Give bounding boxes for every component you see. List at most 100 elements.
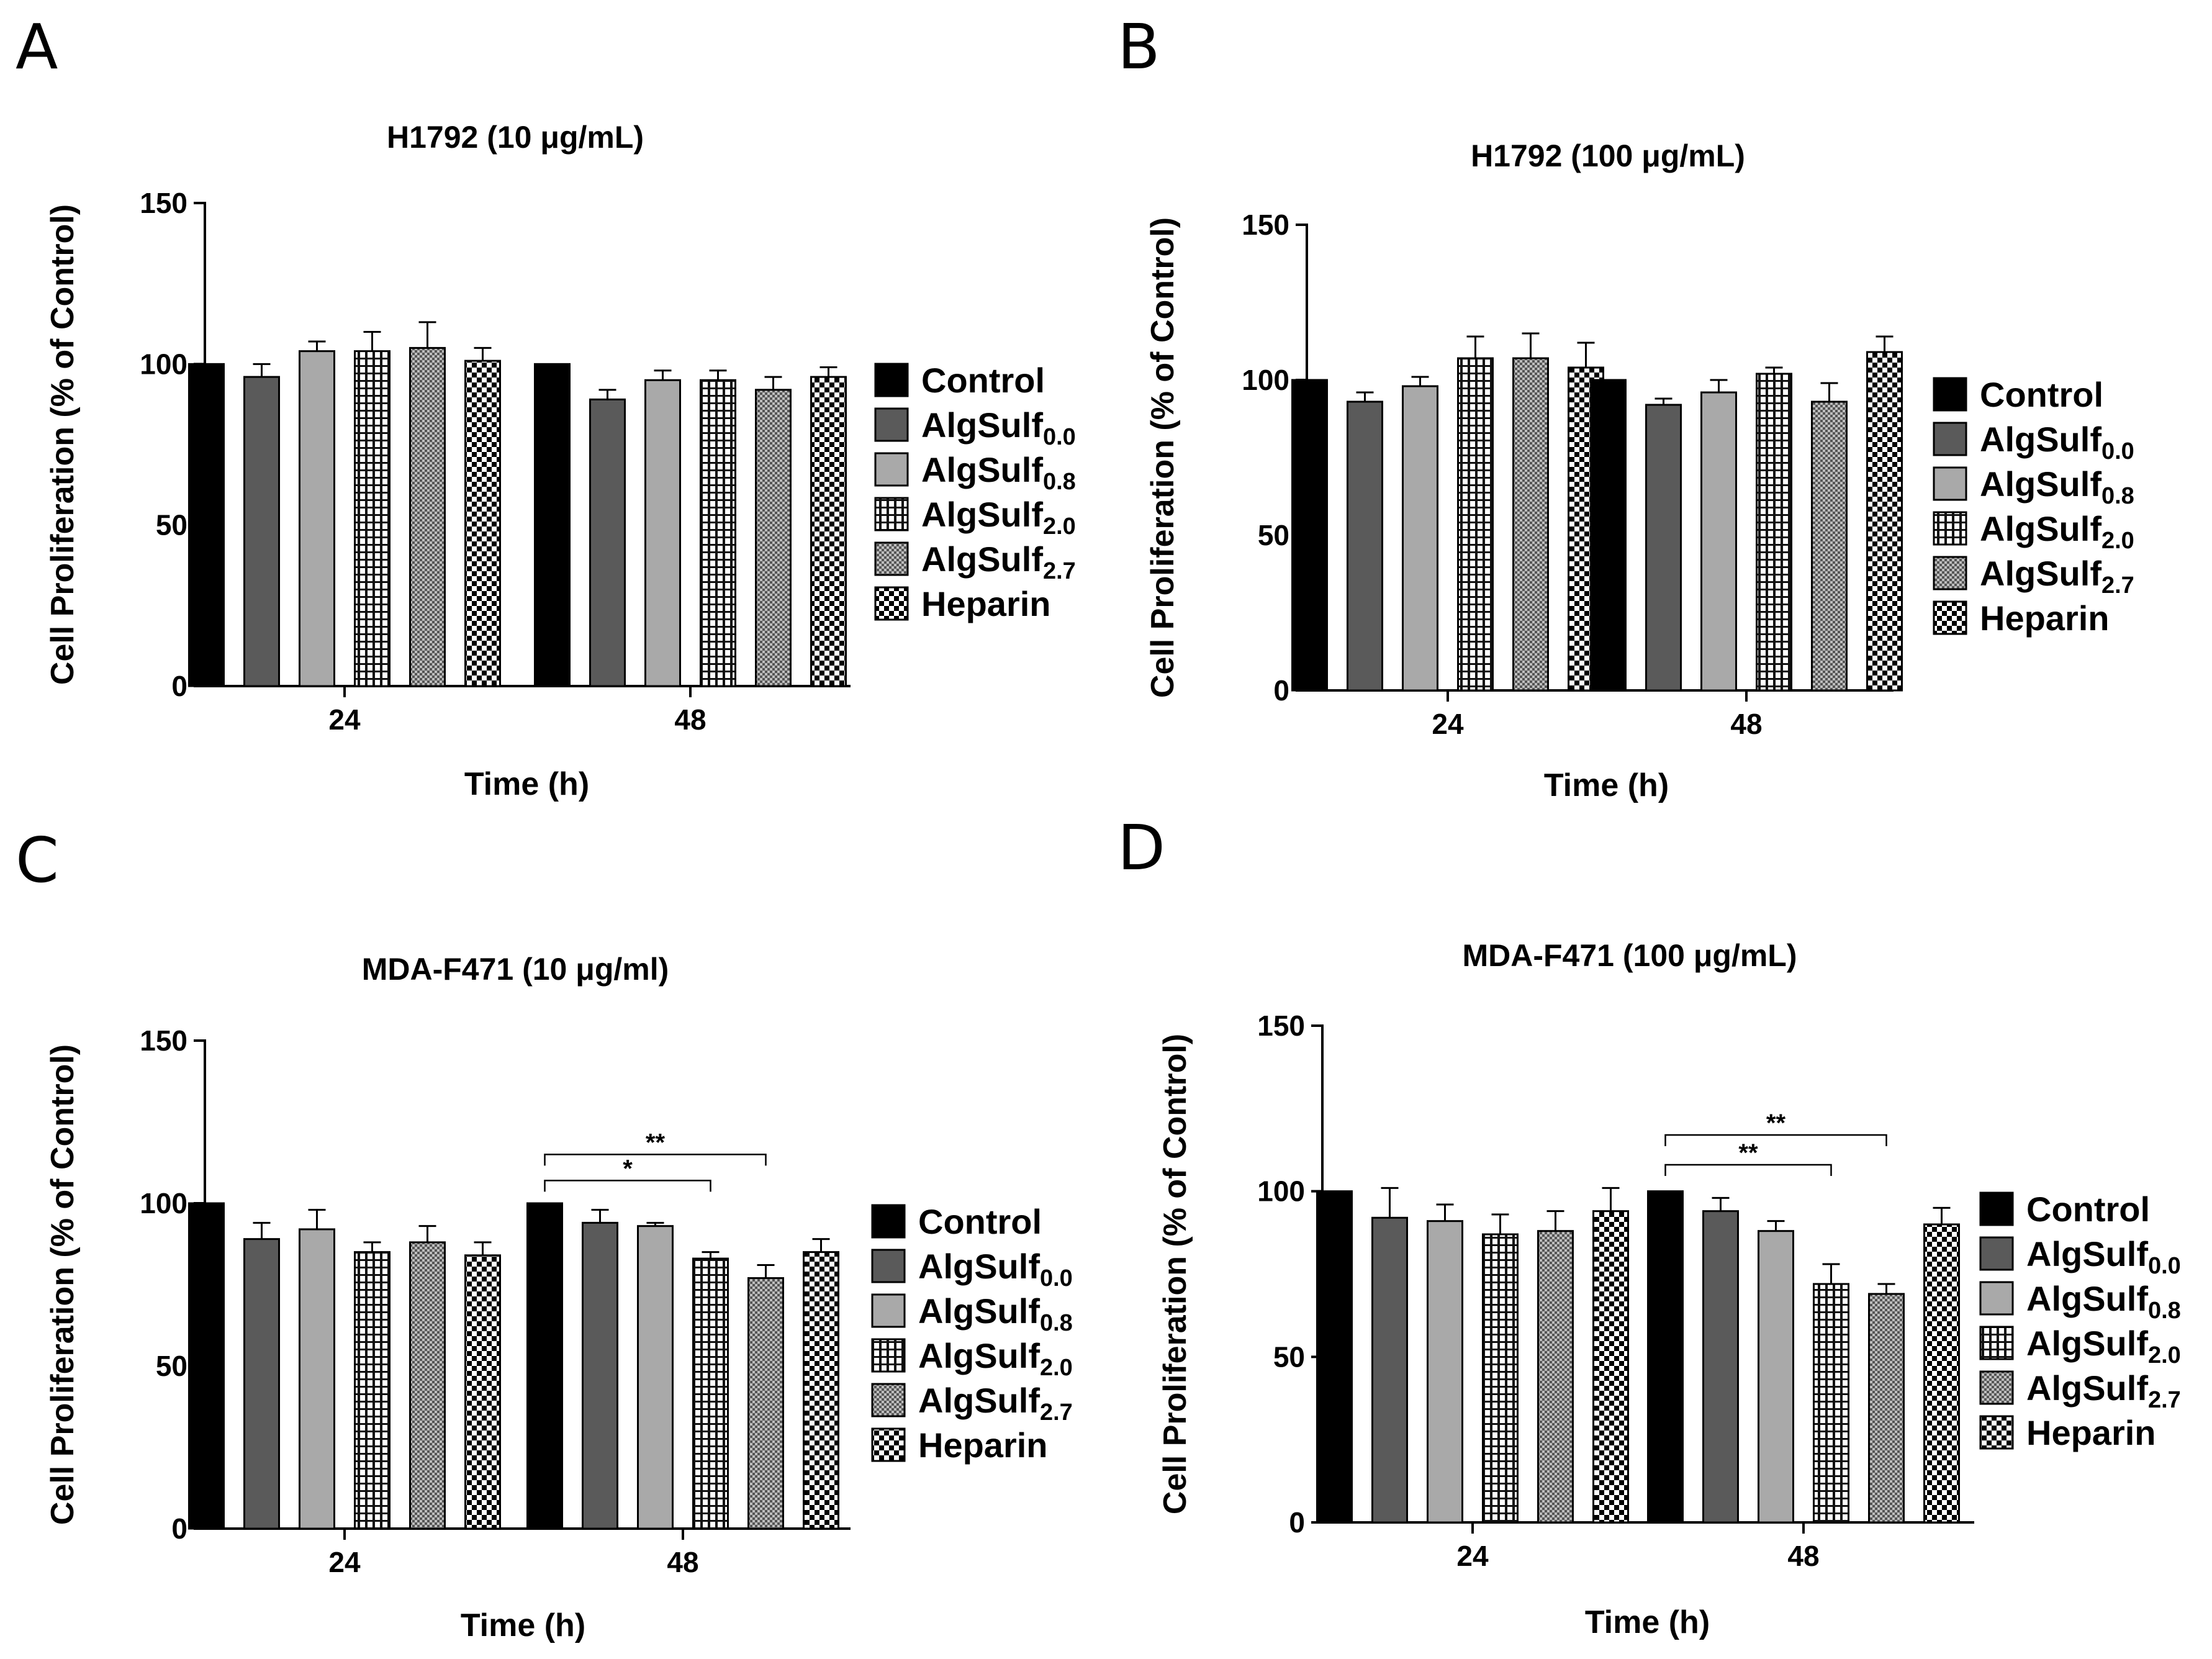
legend-label-main: AlgSulf bbox=[1980, 464, 2101, 504]
bar bbox=[1758, 1230, 1794, 1524]
panel-letter: A bbox=[16, 11, 58, 83]
y-tick-label: 100 bbox=[1257, 1175, 1305, 1208]
legend-label-main: AlgSulf bbox=[1980, 509, 2101, 548]
legend-label-subscript: 0.8 bbox=[2148, 1298, 2181, 1324]
legend-label-main: AlgSulf bbox=[2026, 1324, 2148, 1363]
legend-label-main: Control bbox=[2026, 1190, 2150, 1229]
x-tick-label: 48 bbox=[674, 703, 706, 736]
bar bbox=[644, 379, 681, 687]
x-tick-label: 24 bbox=[1432, 708, 1464, 740]
y-tick-label: 100 bbox=[140, 348, 187, 380]
bar bbox=[589, 398, 626, 687]
legend-label: AlgSulf2.0 bbox=[918, 1336, 1073, 1381]
legend-label-main: AlgSulf bbox=[921, 540, 1043, 579]
bar bbox=[637, 1225, 674, 1530]
y-tick-label: 150 bbox=[140, 1024, 187, 1057]
panel-b: B H1792 (100 μg/mL) 0 50 100 150 Cell Prolifer… bbox=[1117, 11, 2134, 803]
chart-title: H1792 (10 μg/mL) bbox=[387, 120, 644, 155]
legend-label-main: Heparin bbox=[1980, 599, 2110, 638]
x-tick-label: 48 bbox=[1730, 708, 1762, 740]
legend-label: Control bbox=[2026, 1190, 2150, 1229]
legend-swatch bbox=[1979, 1281, 2014, 1316]
bar bbox=[243, 1238, 280, 1530]
panel-letter: D bbox=[1117, 811, 1165, 884]
legend-swatch bbox=[1933, 466, 1967, 501]
chart-title: MDA-F471 (100 μg/mL) bbox=[1462, 938, 1797, 973]
significance-bracket bbox=[544, 1154, 767, 1166]
y-tick-label: 50 bbox=[156, 509, 187, 541]
legend-label-subscript: 2.7 bbox=[2148, 1387, 2181, 1413]
legend-swatch bbox=[1933, 377, 1967, 412]
significance-label: ** bbox=[646, 1129, 666, 1156]
bar bbox=[755, 389, 792, 687]
legend-label-subscript: 0.8 bbox=[1043, 469, 1076, 495]
legend-swatch bbox=[871, 1204, 906, 1239]
y-tick-label: 0 bbox=[171, 1512, 187, 1545]
bar bbox=[188, 1202, 225, 1530]
legend-label: Heparin bbox=[1980, 599, 2110, 638]
legend-label: AlgSulf0.8 bbox=[921, 450, 1076, 495]
bar bbox=[692, 1257, 729, 1530]
legend-label-main: AlgSulf bbox=[918, 1291, 1040, 1331]
significance-bracket bbox=[1664, 1164, 1832, 1176]
y-tick-label: 0 bbox=[1273, 674, 1289, 707]
legend-swatch bbox=[1933, 511, 1967, 546]
bar bbox=[1482, 1233, 1519, 1524]
legend-label-subscript: 0.0 bbox=[1043, 424, 1076, 450]
bar bbox=[464, 1254, 501, 1530]
legend-label-subscript: 2.7 bbox=[1040, 1399, 1073, 1426]
bar bbox=[526, 1202, 563, 1530]
legend-label-main: AlgSulf bbox=[921, 495, 1043, 534]
significance-bracket bbox=[544, 1180, 711, 1192]
legend-label: Control bbox=[918, 1202, 1042, 1241]
legend-label-main: Control bbox=[1980, 375, 2103, 414]
x-axis-label: Time (h) bbox=[461, 1607, 585, 1643]
y-axis-label: Cell Proliferation (% of Control) bbox=[45, 1044, 81, 1525]
legend-label: AlgSulf0.0 bbox=[1980, 420, 2134, 464]
legend-swatch bbox=[874, 541, 909, 576]
legend-label-main: Heparin bbox=[918, 1426, 1048, 1465]
legend-label-subscript: 2.0 bbox=[1043, 513, 1076, 540]
bar bbox=[464, 359, 501, 687]
legend-label: AlgSulf2.0 bbox=[921, 495, 1076, 540]
y-tick-label: 0 bbox=[1289, 1506, 1305, 1539]
panel-a: A H1792 (10 μg/mL) 0 50 100 150 Cell Prolifera… bbox=[16, 11, 1076, 802]
bar bbox=[299, 350, 335, 687]
y-tick-label: 100 bbox=[140, 1187, 187, 1219]
legend-label-main: AlgSulf bbox=[2026, 1279, 2148, 1318]
legend-label: AlgSulf2.7 bbox=[2026, 1368, 2181, 1413]
legend-label-main: AlgSulf bbox=[918, 1247, 1040, 1286]
legend-label-subscript: 0.0 bbox=[2101, 438, 2134, 464]
x-axis-label: Time (h) bbox=[1544, 767, 1669, 803]
bar bbox=[582, 1221, 618, 1530]
bar bbox=[1592, 1210, 1629, 1524]
legend-swatch bbox=[1979, 1326, 2014, 1360]
bar bbox=[1512, 357, 1549, 692]
bar bbox=[700, 379, 736, 687]
legend-swatch bbox=[1979, 1236, 2014, 1271]
legend-label: AlgSulf0.8 bbox=[1980, 464, 2134, 509]
y-axis-label: Cell Proliferation (% of Control) bbox=[1157, 1034, 1193, 1514]
bar bbox=[1923, 1223, 1960, 1524]
legend-label: AlgSulf0.0 bbox=[918, 1247, 1073, 1291]
y-tick-label: 0 bbox=[171, 670, 187, 702]
legend-label: AlgSulf2.0 bbox=[1980, 509, 2134, 554]
legend-label: Heparin bbox=[921, 584, 1051, 623]
significance-label: * bbox=[623, 1155, 633, 1182]
y-tick-label: 50 bbox=[156, 1350, 187, 1382]
legend-label-subscript: 2.0 bbox=[2101, 528, 2134, 554]
chart-title: H1792 (100 μg/mL) bbox=[1471, 138, 1745, 173]
legend-swatch bbox=[1979, 1191, 2014, 1226]
legend-label-subscript: 2.7 bbox=[1043, 558, 1076, 584]
legend-label: AlgSulf2.0 bbox=[2026, 1324, 2181, 1368]
legend-label-subscript: 0.0 bbox=[2148, 1253, 2181, 1279]
legend-label: AlgSulf0.8 bbox=[918, 1291, 1073, 1336]
y-axis-label: Cell Proliferation (% of Control) bbox=[1145, 217, 1181, 698]
bar bbox=[1371, 1216, 1408, 1524]
legend-swatch bbox=[874, 407, 909, 442]
legend-swatch bbox=[871, 1427, 906, 1462]
panel-letter: B bbox=[1117, 11, 1160, 83]
panel-letter: C bbox=[16, 824, 59, 897]
legend-label: Control bbox=[1980, 375, 2103, 414]
